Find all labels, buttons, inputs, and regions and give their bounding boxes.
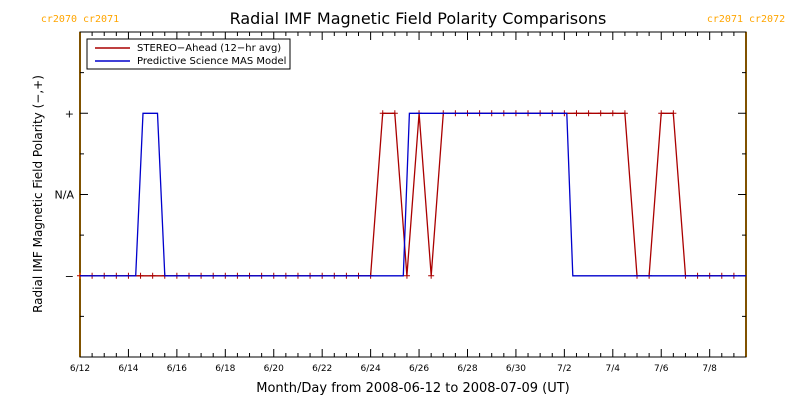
series-point-stereo — [573, 110, 580, 117]
x-tick-label: 7/8 — [702, 364, 717, 374]
y-tick-label: + — [65, 107, 74, 120]
series-point-stereo — [585, 110, 592, 117]
series-point-stereo — [597, 110, 604, 117]
x-tick-label: 6/16 — [167, 364, 187, 374]
x-tick-label: 6/26 — [409, 364, 429, 374]
y-tick-label: N/A — [55, 189, 75, 202]
y-axis-label: Radial IMF Magnetic Field Polarity (−,+) — [31, 75, 45, 313]
legend-label-mas-model: Predictive Science MAS Model — [137, 56, 286, 67]
y-tick-label: − — [65, 270, 74, 283]
series-line-mas-model — [80, 112, 746, 277]
series-point-stereo — [621, 110, 628, 117]
series-point-stereo — [403, 272, 410, 279]
series-point-stereo — [149, 272, 156, 279]
series-point-stereo — [379, 110, 386, 117]
x-tick-label: 7/2 — [557, 364, 571, 374]
legend-box — [86, 38, 291, 70]
x-tick-label: 7/4 — [606, 364, 621, 374]
carrington-label-right: cr2072 — [749, 14, 785, 25]
series-point-stereo — [658, 110, 665, 117]
series-layer — [77, 110, 746, 279]
x-tick-label: 6/22 — [312, 364, 332, 374]
x-tick-label: 6/14 — [118, 364, 138, 374]
series-point-stereo — [670, 110, 677, 117]
x-tick-label: 6/30 — [506, 364, 526, 374]
x-tick-label: 6/24 — [361, 364, 381, 374]
x-axis-label: Month/Day from 2008-06-12 to 2008-07-09 … — [256, 381, 569, 396]
chart-title: Radial IMF Magnetic Field Polarity Compa… — [230, 9, 607, 28]
series-point-stereo — [137, 272, 144, 279]
x-tick-label: 6/12 — [70, 364, 90, 374]
plot-axes: 6/12 6/14 6/16 6/18 6/20 6/22 6/24 6/26 6/28 6/30… — [55, 31, 747, 374]
x-tick-label: 6/18 — [215, 364, 235, 374]
carrington-label-right: cr2071 — [83, 14, 119, 25]
legend-label-stereo: STEREO−Ahead (12−hr avg) — [137, 43, 281, 54]
x-tick-label: 7/6 — [654, 364, 669, 374]
series-point-stereo — [609, 110, 616, 117]
x-tick-label: 6/28 — [457, 364, 477, 374]
x-tick-label: 6/20 — [264, 364, 284, 374]
series-point-stereo — [428, 272, 435, 279]
series-point-stereo — [391, 110, 398, 117]
carrington-label-left: cr2071 — [707, 14, 743, 25]
legend: STEREO−Ahead (12−hr avg) Predictive Scie… — [86, 38, 291, 70]
carrington-label-left: cr2070 — [41, 14, 77, 25]
